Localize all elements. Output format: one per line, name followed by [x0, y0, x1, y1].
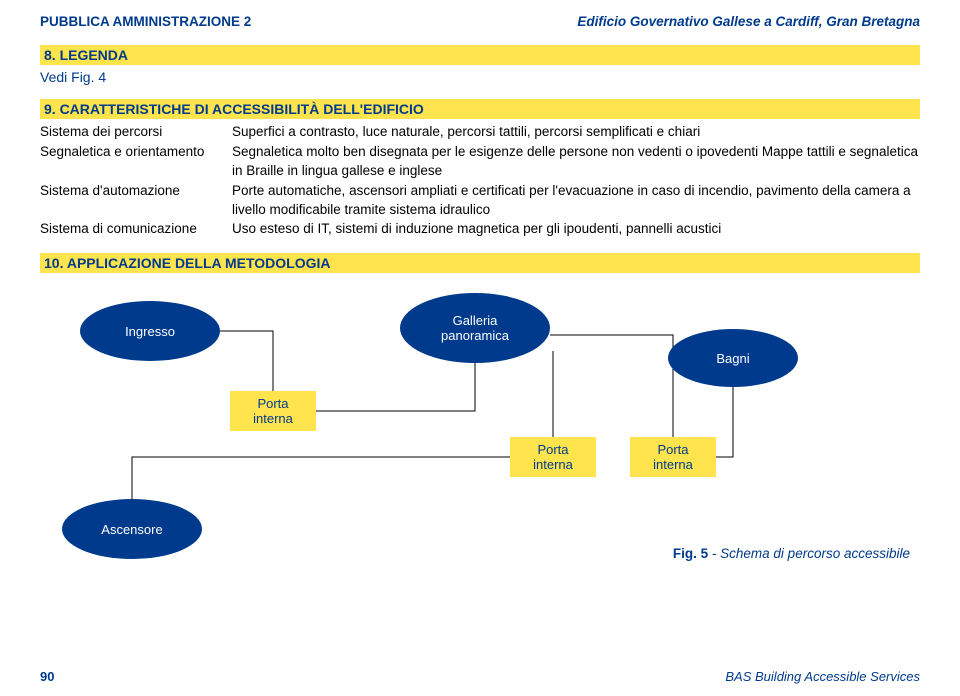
char-value: Superfici a contrasto, luce naturale, pe…	[232, 123, 920, 142]
page-footer: 90 BAS Building Accessible Services	[40, 669, 920, 684]
flowchart: Ingresso Galleriapanoramica Bagni Ascens…	[40, 283, 920, 583]
char-value: Uso esteso di IT, sistemi di induzione m…	[232, 220, 920, 239]
figure-caption: Fig. 5 - Schema di percorso accessibile	[673, 546, 910, 561]
char-label: Segnaletica e orientamento	[40, 143, 232, 181]
char-row: Sistema d'automazione Porte automatiche,…	[40, 182, 920, 220]
figure-text: - Schema di percorso accessibile	[708, 546, 910, 561]
char-row: Segnaletica e orientamento Segnaletica m…	[40, 143, 920, 181]
char-value: Segnaletica molto ben disegnata per le e…	[232, 143, 920, 181]
header-left: PUBBLICA AMMINISTRAZIONE 2	[40, 14, 251, 29]
page-header: PUBBLICA AMMINISTRAZIONE 2 Edificio Gove…	[40, 14, 920, 29]
footer-service: BAS Building Accessible Services	[725, 669, 920, 684]
section-characteristics-title: 9. CARATTERISTICHE DI ACCESSIBILITÀ DELL…	[40, 99, 920, 119]
legend-subtext: Vedi Fig. 4	[40, 69, 920, 85]
section-legend-title: 8. LEGENDA	[40, 45, 920, 65]
node-galleria: Galleriapanoramica	[400, 293, 550, 363]
char-row: Sistema dei percorsi Superfici a contras…	[40, 123, 920, 142]
node-ascensore: Ascensore	[62, 499, 202, 559]
node-porta-1: Portainterna	[230, 391, 316, 431]
node-porta-3: Portainterna	[630, 437, 716, 477]
header-right: Edificio Governativo Gallese a Cardiff, …	[577, 14, 920, 29]
char-label: Sistema dei percorsi	[40, 123, 232, 142]
node-bagni: Bagni	[668, 329, 798, 387]
char-value: Porte automatiche, ascensori ampliati e …	[232, 182, 920, 220]
char-label: Sistema d'automazione	[40, 182, 232, 220]
char-label: Sistema di comunicazione	[40, 220, 232, 239]
node-porta-2: Portainterna	[510, 437, 596, 477]
section-application-title: 10. APPLICAZIONE DELLA METODOLOGIA	[40, 253, 920, 273]
node-ingresso: Ingresso	[80, 301, 220, 361]
page-number: 90	[40, 669, 54, 684]
char-row: Sistema di comunicazione Uso esteso di I…	[40, 220, 920, 239]
characteristics-block: Sistema dei percorsi Superfici a contras…	[40, 123, 920, 239]
figure-number: Fig. 5	[673, 546, 708, 561]
